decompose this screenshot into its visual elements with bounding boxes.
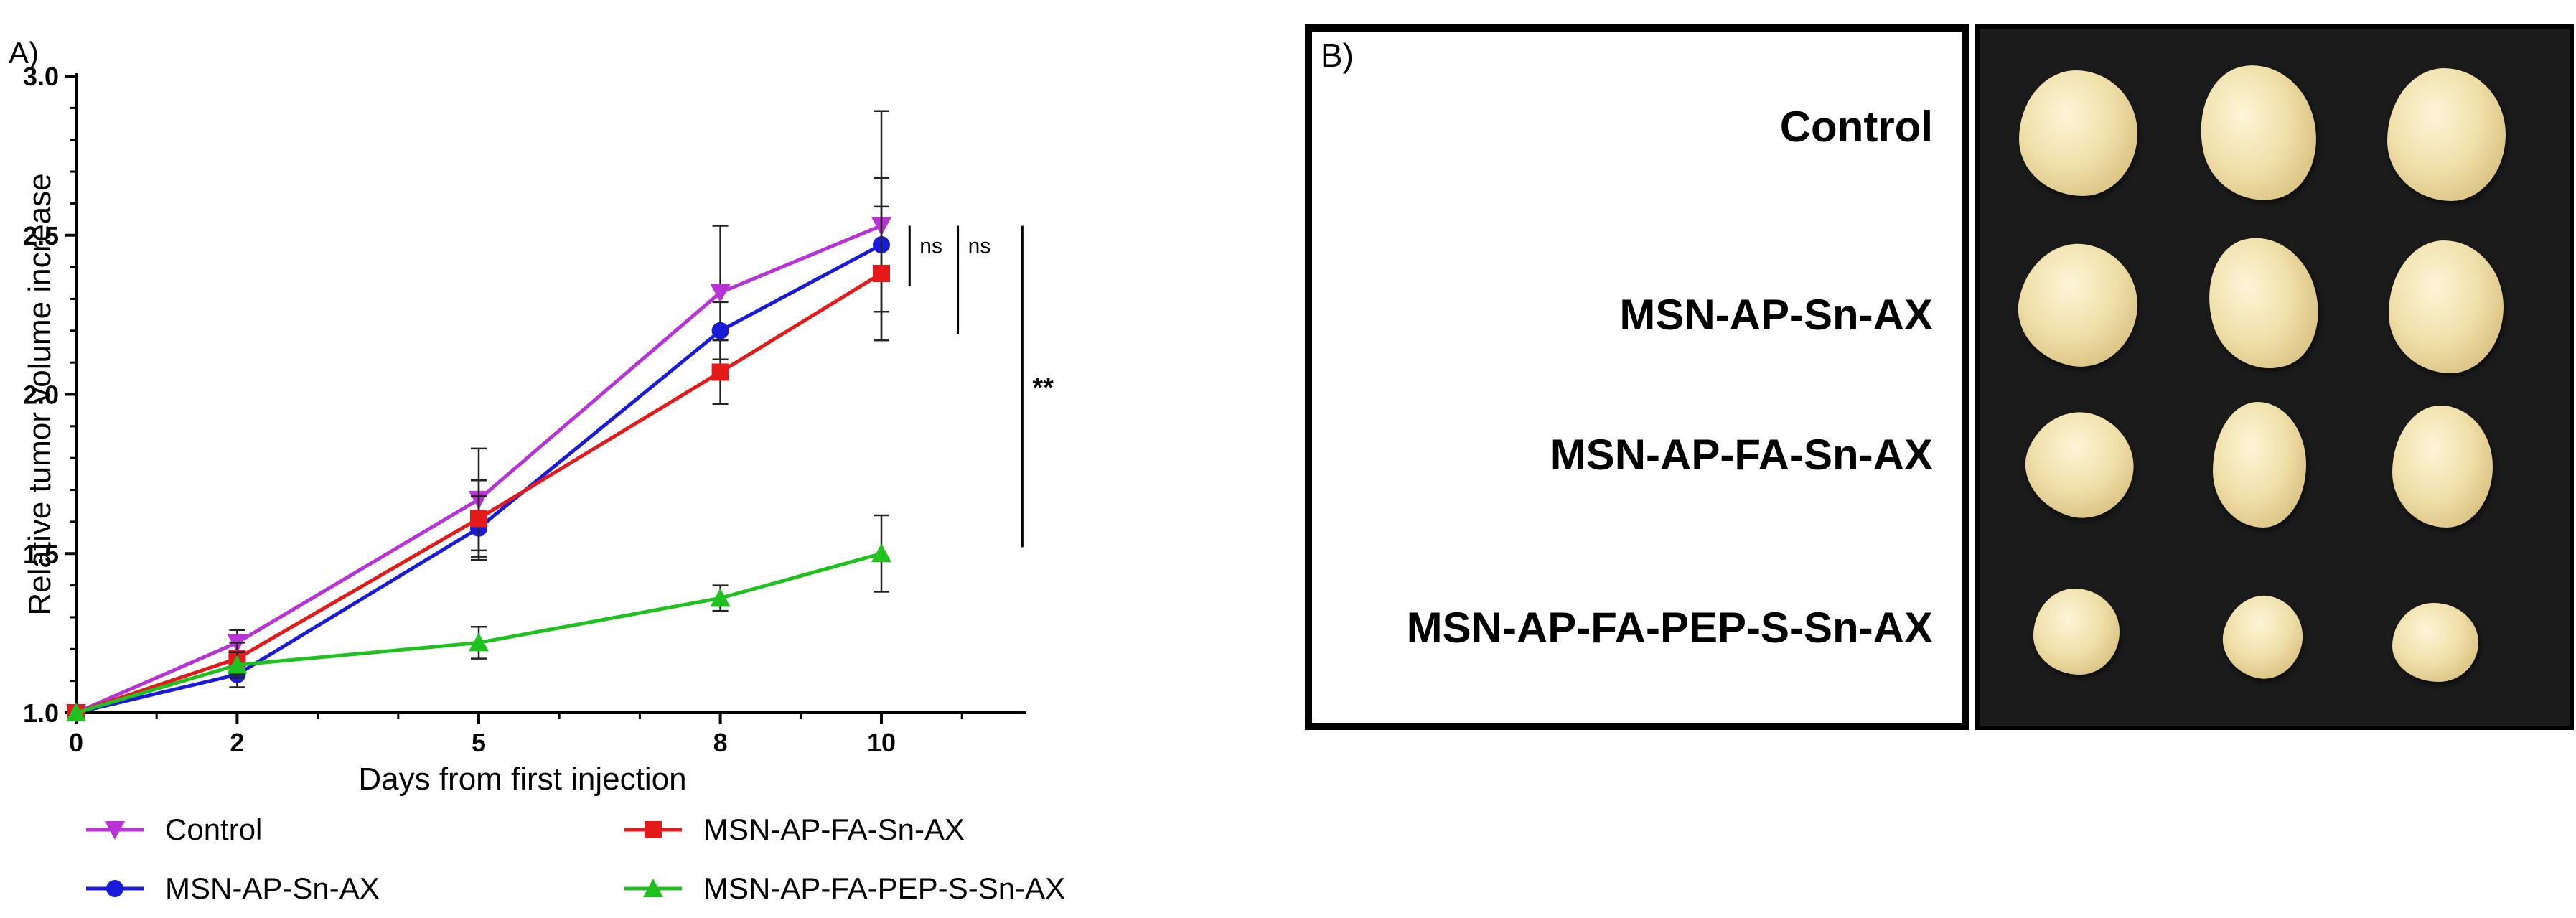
significance-label-ns: ns [968,234,991,258]
x-tick-label: 8 [713,728,728,757]
data-point-msn-ap-fa-pep-s-sn-ax [710,588,731,607]
tumor-msn-ap-sn-ax-2 [2193,225,2333,382]
y-tick-label: 1.0 [23,698,59,728]
x-tick-label: 0 [69,728,83,757]
panel-b-label: B) [1321,37,1354,74]
y-tick-label: 1.5 [23,539,59,568]
data-point-msn-ap-fa-pep-s-sn-ax [66,703,86,721]
significance-label-ns: ns [919,234,942,258]
significance-label-double-star: ** [1032,373,1054,403]
x-tick-label: 10 [867,728,896,757]
tumor-msn-ap-fa-sn-ax-2 [2213,402,2306,528]
data-point-msn-ap-fa-sn-ax [470,510,487,528]
tumor-msn-ap-fa-pep-s-sn-ax-2 [2214,586,2313,688]
legend-marker-msn-ap-fa-sn-ax [645,821,662,838]
data-point-msn-ap-fa-pep-s-sn-ax [871,543,891,563]
tumor-msn-ap-sn-ax-1 [2009,234,2148,376]
data-point-msn-ap-fa-sn-ax [873,264,890,282]
tumor-msn-ap-fa-pep-s-sn-ax-3 [2392,603,2478,682]
y-axis-title: Relative tumor volume increase [22,173,57,615]
tumor-control-3 [2387,68,2506,201]
x-tick-label: 2 [230,728,244,757]
panel-b-label-box: B) Control MSN-AP-Sn-AX MSN-AP-FA-Sn-AX … [1305,24,1969,730]
line-chart: A) 1.0 1.5 2.0 2.5 3.0 0 2 5 8 10 Days from first i… [9,36,1065,905]
panel-a-label: A) [9,36,39,70]
group-label-control: Control [1779,103,1933,151]
legend-label-control: Control [165,812,262,846]
data-point-msn-ap-fa-sn-ax [711,363,729,381]
y-tick-label: 2.5 [23,221,59,250]
y-tick-label: 3.0 [23,62,59,91]
data-point-msn-ap-fa-pep-s-sn-ax [227,655,248,674]
tumor-msn-ap-sn-ax-3 [2389,240,2504,373]
legend-label-msn-ap-fa-sn-ax: MSN-AP-FA-Sn-AX [703,812,965,846]
legend-marker-msn-ap-fa-pep-s-sn-ax [643,879,663,897]
group-label-msn-ap-fa-sn-ax: MSN-AP-FA-Sn-AX [1550,431,1933,479]
x-tick-label: 5 [472,728,486,757]
legend-marker-msn-ap-sn-ax [106,880,123,897]
data-point-msn-ap-sn-ax [711,322,729,339]
legend-label-msn-ap-sn-ax: MSN-AP-Sn-AX [165,871,380,905]
tumor-msn-ap-fa-pep-s-sn-ax-1 [2033,589,2120,675]
x-axis-title: Days from first injection [358,762,686,797]
y-tick-label: 2.0 [23,380,59,410]
group-label-msn-ap-sn-ax: MSN-AP-Sn-AX [1619,291,1933,339]
legend-marker-control [105,821,125,840]
legend-label-msn-ap-fa-pep-s-sn-ax: MSN-AP-FA-PEP-S-Sn-AX [703,871,1065,905]
tumor-msn-ap-fa-sn-ax-3 [2392,406,2493,528]
tumor-control-2 [2187,54,2329,212]
data-point-control [710,284,731,303]
data-point-msn-ap-fa-pep-s-sn-ax [469,632,489,652]
tumor-photo [1975,24,2574,730]
group-label-msn-ap-fa-pep-s-sn-ax: MSN-AP-FA-PEP-S-Sn-AX [1406,604,1933,652]
tumor-msn-ap-fa-sn-ax-1 [2011,397,2149,533]
tumor-control-1 [2019,70,2137,196]
